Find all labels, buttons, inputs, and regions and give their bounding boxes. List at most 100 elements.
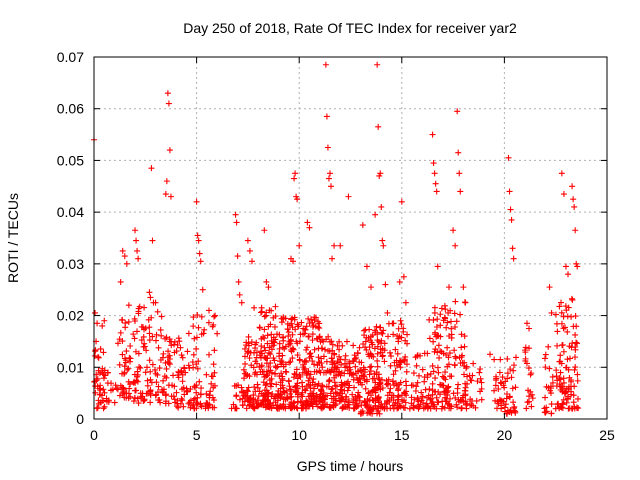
data-point — [408, 400, 415, 407]
data-point — [419, 393, 426, 400]
data-point — [267, 321, 274, 328]
data-point — [121, 369, 128, 376]
data-point — [208, 373, 215, 380]
data-point — [452, 355, 459, 362]
data-point — [253, 349, 260, 356]
data-point — [571, 366, 578, 373]
data-point — [468, 402, 475, 409]
chart-title: Day 250 of 2018, Rate Of TEC Index for r… — [183, 20, 517, 36]
data-point — [135, 308, 142, 315]
data-point — [374, 331, 381, 338]
data-point — [315, 354, 322, 361]
data-point — [276, 340, 283, 347]
data-point — [384, 380, 391, 387]
data-point — [260, 397, 267, 404]
data-point — [152, 337, 159, 344]
data-point — [565, 383, 572, 390]
data-point — [461, 299, 468, 306]
data-point — [116, 392, 123, 399]
data-point — [274, 402, 281, 409]
data-point — [470, 360, 477, 367]
data-point — [375, 395, 382, 402]
data-point — [491, 387, 498, 394]
data-point — [354, 349, 361, 356]
data-point — [458, 344, 465, 351]
data-point — [512, 409, 519, 416]
data-point — [445, 354, 452, 361]
data-point — [163, 178, 170, 185]
data-point — [338, 361, 345, 368]
data-point — [363, 378, 370, 385]
data-point — [291, 316, 298, 323]
data-point — [345, 378, 352, 385]
data-point — [455, 396, 462, 403]
data-point — [476, 369, 483, 376]
data-point — [261, 373, 268, 380]
data-point — [569, 340, 576, 347]
data-point — [386, 398, 393, 405]
data-point — [404, 331, 411, 338]
data-point — [363, 263, 370, 270]
data-point — [461, 387, 468, 394]
data-point — [350, 358, 357, 365]
data-point — [357, 410, 364, 417]
data-point — [309, 337, 316, 344]
data-point — [193, 405, 200, 412]
data-point — [244, 237, 251, 244]
data-point — [311, 395, 318, 402]
data-point — [452, 324, 459, 331]
data-point — [118, 317, 125, 324]
data-point — [152, 392, 159, 399]
data-point — [528, 403, 535, 410]
data-point — [112, 382, 119, 389]
data-point — [400, 273, 407, 280]
data-point — [349, 391, 356, 398]
data-point — [206, 351, 213, 358]
data-point — [560, 348, 567, 355]
data-point — [232, 211, 239, 218]
data-point — [474, 378, 481, 385]
data-point — [174, 342, 181, 349]
data-point — [266, 344, 273, 351]
data-point — [330, 404, 337, 411]
data-point — [293, 387, 300, 394]
data-point — [332, 389, 339, 396]
x-tick-label: 25 — [599, 427, 615, 443]
data-point — [350, 342, 357, 349]
data-point — [435, 369, 442, 376]
data-point — [351, 404, 358, 411]
data-point — [320, 403, 327, 410]
data-point — [267, 351, 274, 358]
data-point — [147, 399, 154, 406]
data-point — [165, 100, 172, 107]
data-point — [553, 367, 560, 374]
data-point — [492, 382, 499, 389]
data-point — [125, 318, 132, 325]
data-point — [327, 390, 334, 397]
data-point — [280, 384, 287, 391]
data-point — [244, 388, 251, 395]
data-point — [296, 357, 303, 364]
data-point — [572, 313, 579, 320]
data-point — [542, 394, 549, 401]
data-point — [242, 360, 249, 367]
data-point — [444, 391, 451, 398]
data-point — [294, 380, 301, 387]
data-point — [558, 309, 565, 316]
data-point — [447, 395, 454, 402]
data-point — [554, 342, 561, 349]
data-point — [250, 349, 257, 356]
data-point — [461, 359, 468, 366]
data-point — [190, 314, 197, 321]
data-point — [122, 357, 129, 364]
data-point — [557, 376, 564, 383]
data-point — [280, 363, 287, 370]
data-point — [169, 382, 176, 389]
data-point — [230, 401, 237, 408]
data-point — [469, 372, 476, 379]
data-point — [307, 350, 314, 357]
data-point — [526, 345, 533, 352]
data-point — [506, 188, 513, 195]
data-point — [235, 382, 242, 389]
data-point — [264, 332, 271, 339]
